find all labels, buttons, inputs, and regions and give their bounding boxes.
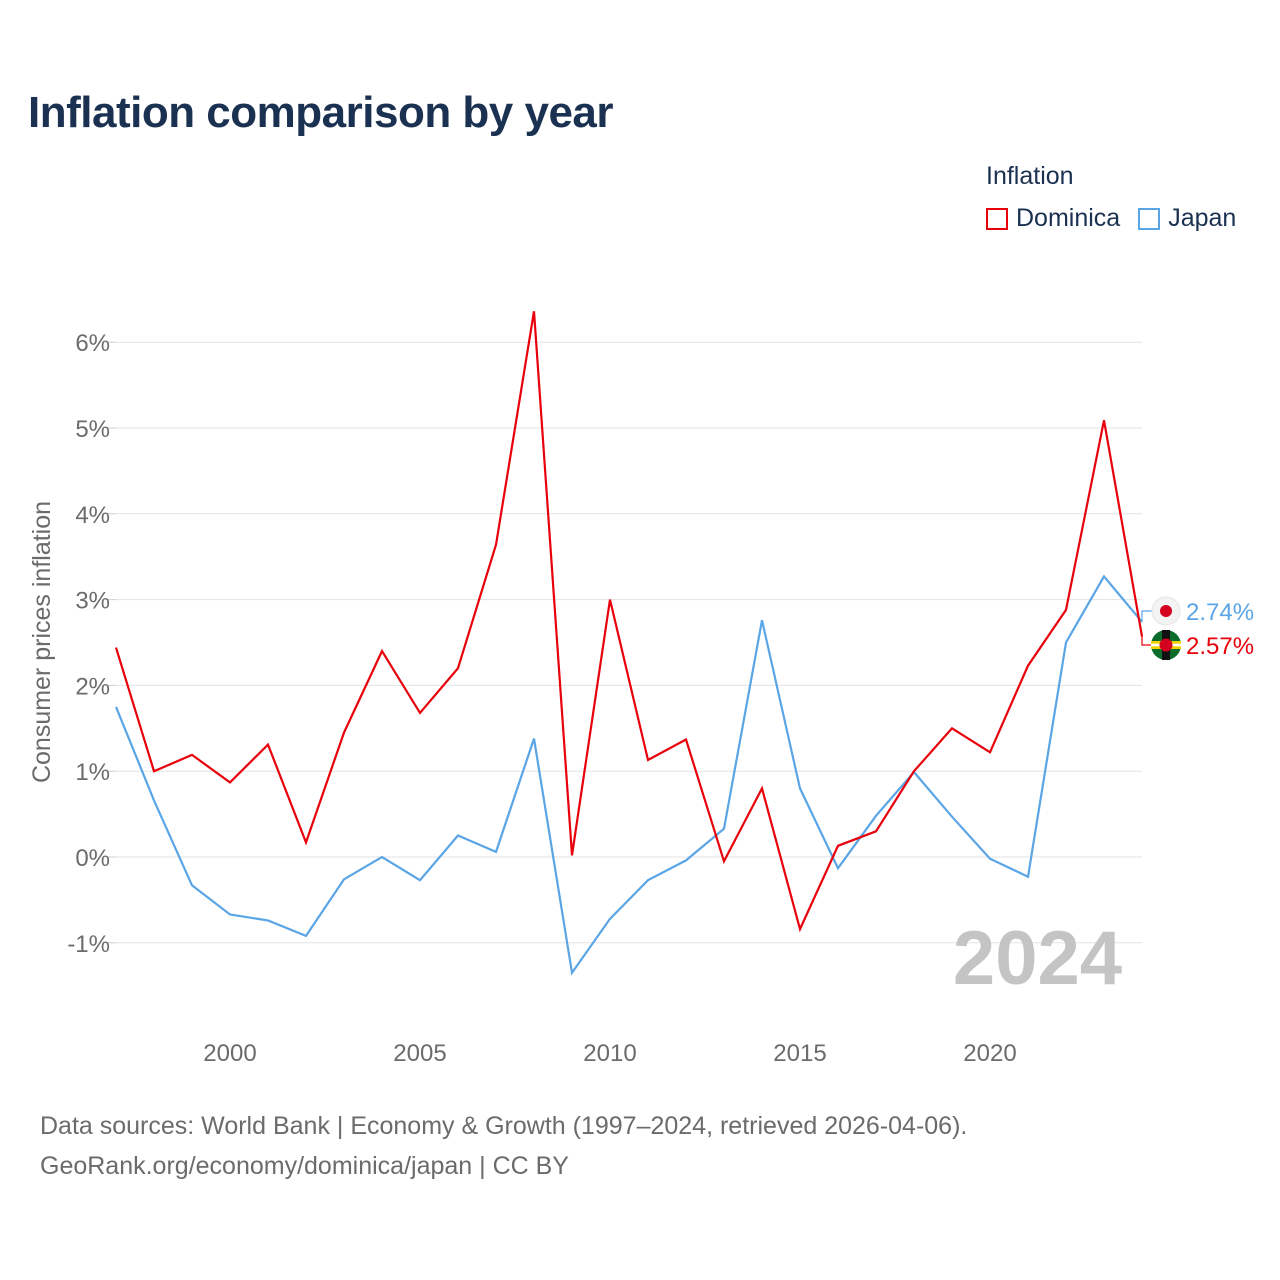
y-tick-label: 3% xyxy=(75,588,110,615)
x-tick-label: 2015 xyxy=(773,1040,826,1067)
japan-flag-disc xyxy=(1160,605,1172,617)
year-watermark: 2024 xyxy=(953,916,1122,1001)
x-tick-label: 2010 xyxy=(583,1040,636,1067)
legend: Dominica Japan xyxy=(986,204,1254,233)
legend-item-dominica[interactable]: Dominica xyxy=(986,204,1120,233)
series-line-japan[interactable] xyxy=(114,574,1143,976)
source-line-1: Data sources: World Bank | Economy & Gro… xyxy=(40,1112,968,1140)
leader-line-japan xyxy=(1141,610,1152,622)
y-tick-label: 0% xyxy=(75,845,110,872)
x-tick-label: 2000 xyxy=(203,1040,256,1067)
legend-swatch-japan xyxy=(1138,207,1161,230)
legend-label-dominica: Dominica xyxy=(1016,204,1121,232)
y-axis-label: Consumer prices inflation xyxy=(28,501,56,783)
x-tick-label: 2020 xyxy=(963,1040,1016,1067)
y-tick-label: 2% xyxy=(75,673,110,700)
legend-item-japan[interactable]: Japan xyxy=(1138,204,1236,233)
y-tick-label: -1% xyxy=(67,931,110,958)
chart-title: Inflation comparison by year xyxy=(28,88,614,137)
legend-title: Inflation xyxy=(986,162,1074,190)
leader-line-dominica xyxy=(1141,636,1152,646)
y-tick-label: 1% xyxy=(75,759,110,786)
x-tick-label: 2005 xyxy=(393,1040,446,1067)
legend-swatch-dominica xyxy=(986,207,1008,230)
y-tick-label: 4% xyxy=(75,502,110,529)
series-line-dominica[interactable] xyxy=(114,311,1144,933)
dominica-flag-disc xyxy=(1159,638,1173,652)
legend-label-japan: Japan xyxy=(1168,204,1237,232)
y-tick-label: 6% xyxy=(75,330,110,357)
end-label-japan: 2.74% xyxy=(1186,599,1254,626)
source-note: Data sources: World Bank | Economy & Gro… xyxy=(40,1106,967,1186)
y-tick-label: 5% xyxy=(75,416,110,443)
source-line-2[interactable]: GeoRank.org/economy/dominica/japan | CC … xyxy=(40,1152,569,1180)
end-label-dominica: 2.57% xyxy=(1186,633,1254,660)
